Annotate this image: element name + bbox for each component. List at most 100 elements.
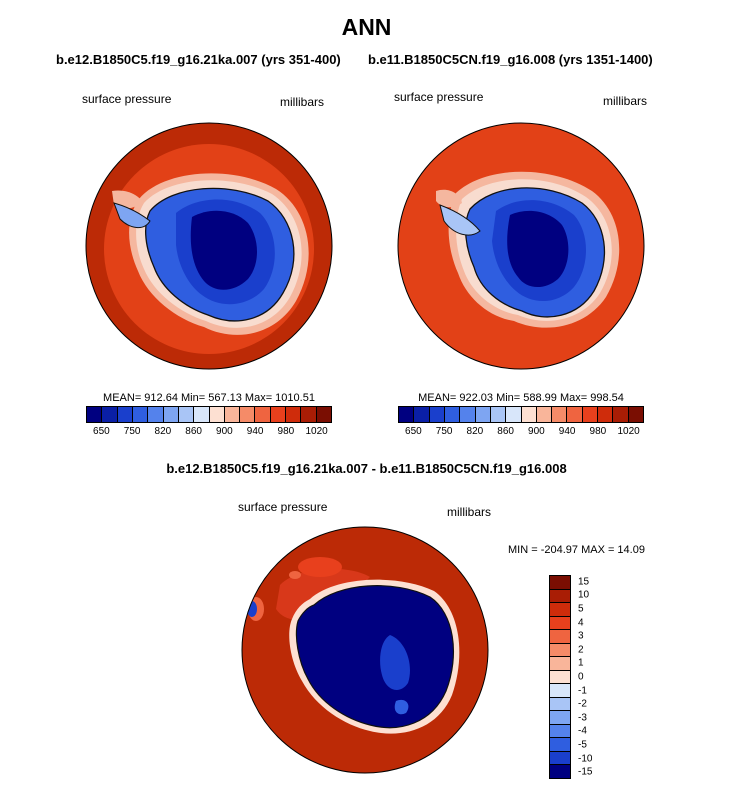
left-case-title: b.e12.B1850C5.f19_g16.21ka.007 (yrs 351-… — [56, 52, 341, 67]
colorbar-swatch — [567, 407, 583, 422]
colorbar-tick-label: 15 — [578, 576, 590, 588]
colorbar-swatch — [301, 407, 317, 422]
colorbar-swatch — [613, 407, 629, 422]
colorbar-swatch — [399, 407, 415, 422]
colorbar-swatch — [550, 738, 570, 752]
colorbar-swatch — [628, 407, 643, 422]
colorbar-swatch — [194, 407, 210, 422]
colorbar-swatch — [598, 407, 614, 422]
diff-variable-label: surface pressure — [238, 500, 328, 514]
left-colorbar-ticks: 650 750 820 860 900 940 980 1020 — [86, 426, 332, 440]
colorbar-swatch — [148, 407, 164, 422]
colorbar-tick-label: 0 — [578, 671, 584, 683]
colorbar-swatch — [270, 407, 287, 422]
colorbar-tick-label: 940 — [558, 426, 576, 437]
colorbar-tick-label: -2 — [578, 698, 587, 710]
colorbar-swatch — [102, 407, 118, 422]
colorbar-tick-label: 860 — [185, 426, 202, 437]
colorbar-swatch — [550, 765, 570, 778]
right-colorbar — [398, 406, 644, 423]
colorbar-swatch — [550, 603, 570, 617]
colorbar-swatch — [550, 616, 570, 631]
colorbar-tick-label: 650 — [405, 426, 422, 437]
colorbar-swatch — [550, 576, 570, 590]
right-colorbar-ticks: 650 750 820 860 900 940 980 1020 — [398, 426, 644, 440]
colorbar-swatch — [209, 407, 225, 422]
right-variable-label: surface pressure — [394, 90, 484, 104]
right-units-label: millibars — [603, 94, 648, 108]
colorbar-swatch — [286, 407, 302, 422]
colorbar-swatch — [506, 407, 522, 422]
left-stats: MEAN= 912.64 Min= 567.13 Max= 1010.51 — [103, 392, 315, 404]
colorbar-swatch — [550, 657, 570, 671]
colorbar-swatch — [550, 711, 570, 725]
right-stats: MEAN= 922.03 Min= 588.99 Max= 998.54 — [418, 392, 624, 404]
colorbar-tick-label: 750 — [123, 426, 141, 437]
colorbar-tick-label: 980 — [589, 426, 607, 437]
colorbar-tick-label: -5 — [578, 739, 587, 751]
colorbar-tick-label: 2 — [578, 644, 584, 656]
colorbar-tick-label: 1020 — [305, 426, 328, 437]
colorbar-swatch — [550, 670, 570, 685]
right-case-title: b.e11.B1850C5CN.f19_g16.008 (yrs 1351-14… — [368, 52, 653, 67]
colorbar-tick-label: 10 — [578, 589, 590, 601]
colorbar-tick-label: 900 — [528, 426, 545, 437]
colorbar-swatch — [414, 407, 430, 422]
colorbar-swatch — [255, 407, 271, 422]
colorbar-tick-label: 820 — [154, 426, 172, 437]
colorbar-swatch — [582, 407, 599, 422]
colorbar-swatch — [240, 407, 256, 422]
colorbar-swatch — [117, 407, 133, 422]
colorbar-swatch — [550, 643, 570, 658]
colorbar-tick-label: 820 — [466, 426, 484, 437]
diff-colorbar — [549, 575, 571, 779]
colorbar-tick-label: -4 — [578, 725, 587, 737]
left-map — [85, 122, 333, 370]
left-variable-label: surface pressure — [82, 92, 172, 106]
colorbar-swatch — [550, 697, 570, 712]
right-map — [397, 122, 645, 370]
colorbar-tick-label: 750 — [435, 426, 453, 437]
colorbar-swatch — [87, 407, 103, 422]
difference-title: b.e12.B1850C5.f19_g16.21ka.007 - b.e11.B… — [166, 461, 567, 476]
colorbar-tick-label: -10 — [578, 753, 593, 765]
colorbar-swatch — [550, 724, 570, 739]
colorbar-swatch — [550, 630, 570, 644]
colorbar-tick-label: 1020 — [617, 426, 640, 437]
colorbar-swatch — [224, 407, 241, 422]
colorbar-tick-label: -3 — [578, 712, 587, 724]
colorbar-swatch — [132, 407, 149, 422]
colorbar-swatch — [178, 407, 195, 422]
colorbar-swatch — [521, 407, 537, 422]
colorbar-swatch — [475, 407, 491, 422]
colorbar-swatch — [550, 684, 570, 698]
colorbar-tick-label: 980 — [277, 426, 295, 437]
diff-stats: MIN = -204.97 MAX = 14.09 — [508, 544, 645, 556]
colorbar-swatch — [536, 407, 553, 422]
main-title: ANN — [341, 14, 392, 40]
diff-units-label: millibars — [447, 505, 492, 519]
colorbar-tick-label: -15 — [578, 766, 593, 778]
left-colorbar — [86, 406, 332, 423]
difference-map — [241, 526, 489, 774]
colorbar-tick-label: 5 — [578, 603, 584, 615]
colorbar-tick-label: 3 — [578, 630, 584, 642]
left-units-label: millibars — [280, 95, 325, 109]
colorbar-tick-label: 650 — [93, 426, 110, 437]
colorbar-swatch — [550, 589, 570, 604]
colorbar-swatch — [490, 407, 507, 422]
colorbar-swatch — [444, 407, 461, 422]
colorbar-tick-label: 940 — [246, 426, 264, 437]
colorbar-tick-label: 4 — [578, 617, 584, 629]
colorbar-swatch — [163, 407, 179, 422]
colorbar-tick-label: 900 — [216, 426, 233, 437]
diff-colorbar-ticks: 15 10 5 4 3 2 1 0 -1 -2 -3 -4 -5 -10 -15 — [578, 575, 618, 779]
colorbar-swatch — [429, 407, 445, 422]
colorbar-tick-label: 1 — [578, 657, 584, 669]
colorbar-swatch — [550, 751, 570, 766]
colorbar-tick-label: 860 — [497, 426, 514, 437]
colorbar-swatch — [460, 407, 476, 422]
colorbar-swatch — [552, 407, 568, 422]
colorbar-tick-label: -1 — [578, 685, 587, 697]
colorbar-swatch — [316, 407, 331, 422]
